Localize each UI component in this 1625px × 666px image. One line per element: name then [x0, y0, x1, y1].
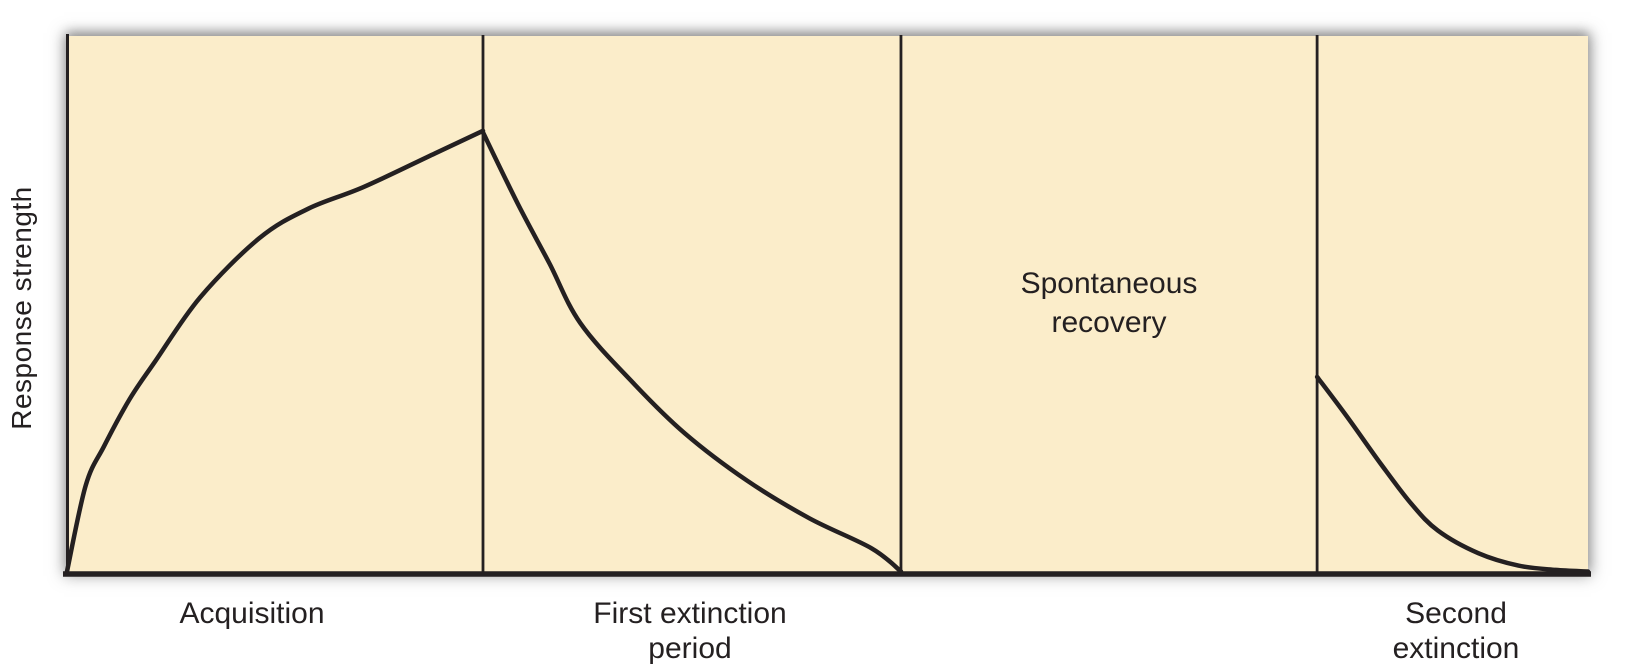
annotation-spontaneous-recovery: Spontaneous recovery — [1020, 267, 1198, 339]
x-label-acquisition: Acquisition — [179, 597, 325, 630]
curve-second-extinction-period — [1314, 374, 1591, 574]
plot-area — [67, 36, 1588, 573]
x-label-second-extinction-period: Second extinction period — [1392, 597, 1520, 665]
x-label-first-extinction-period: First extinction period — [593, 597, 787, 665]
y-axis-label: Response strength — [6, 186, 37, 430]
curve-acquisition — [64, 128, 486, 574]
curve-first-extinction-period — [480, 130, 904, 574]
